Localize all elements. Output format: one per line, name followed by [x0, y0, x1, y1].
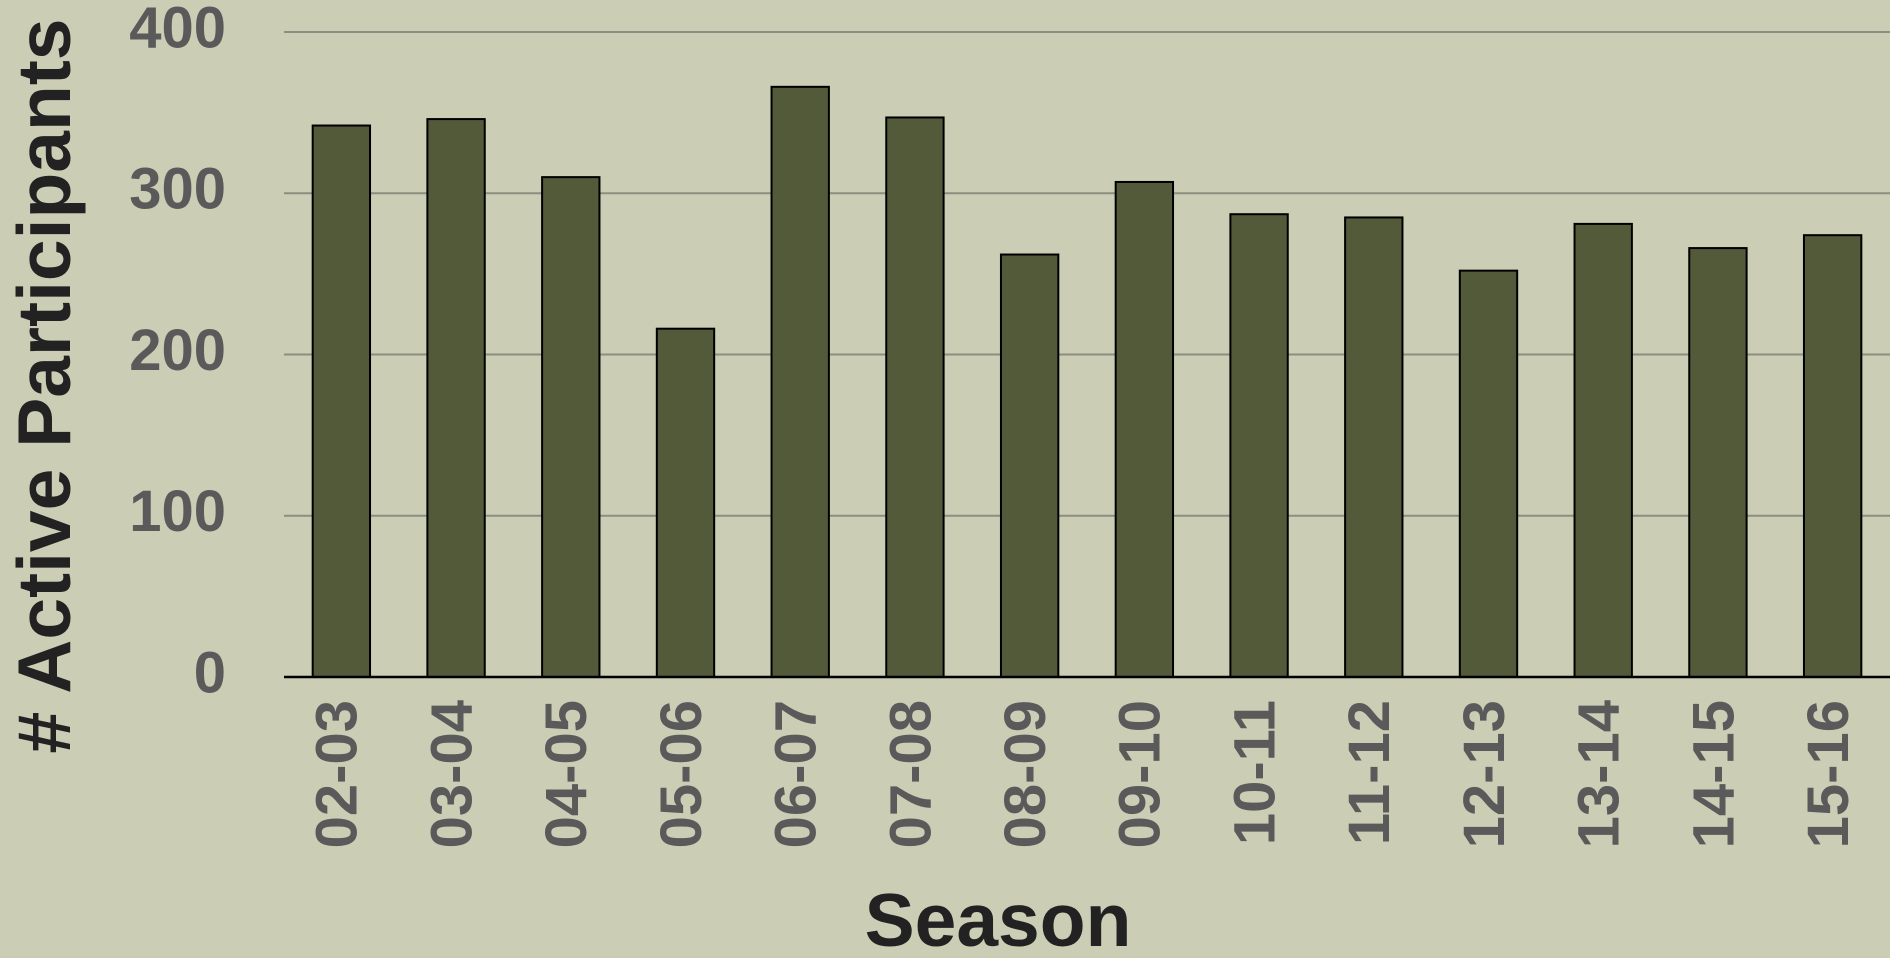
x-tick-label: 02-03: [305, 700, 370, 848]
x-tick-label: 06-07: [764, 700, 829, 848]
x-tick-label: 12-13: [1452, 700, 1517, 848]
y-axis-title: # Active Participants: [2, 18, 86, 753]
x-tick-label: 10-11: [1222, 700, 1287, 845]
x-tick-label: 11-12: [1337, 700, 1402, 845]
y-tick-label: 100: [129, 479, 226, 544]
y-tick-label: 400: [129, 0, 226, 60]
x-tick-label: 13-14: [1567, 700, 1632, 848]
bar: [426, 118, 486, 678]
bar: [1802, 234, 1863, 679]
bar: [999, 253, 1060, 678]
bar: [1344, 216, 1404, 678]
bar: [655, 327, 716, 678]
bar: [1114, 180, 1175, 678]
x-tick-label: 15-16: [1796, 700, 1861, 848]
bar: [1688, 247, 1748, 678]
y-tick-label: 200: [129, 318, 226, 383]
bar: [1573, 222, 1633, 678]
y-tick-label: 0: [194, 640, 226, 705]
x-tick-label: 08-09: [993, 700, 1058, 848]
bar: [541, 176, 601, 678]
x-tick-label: 14-15: [1681, 700, 1746, 848]
bar: [770, 85, 830, 678]
bar: [311, 124, 372, 678]
x-tick-label: 07-08: [878, 700, 943, 848]
x-tick-label: 05-06: [649, 700, 714, 848]
x-tick-label: 09-10: [1108, 700, 1173, 848]
y-tick-label: 300: [129, 157, 226, 222]
bar: [1458, 269, 1519, 678]
x-tick-label: 04-05: [534, 700, 599, 848]
x-tick-label: 03-04: [419, 700, 484, 848]
x-axis-title: Season: [865, 878, 1132, 958]
bar: [885, 116, 945, 678]
bar: [1229, 213, 1289, 678]
